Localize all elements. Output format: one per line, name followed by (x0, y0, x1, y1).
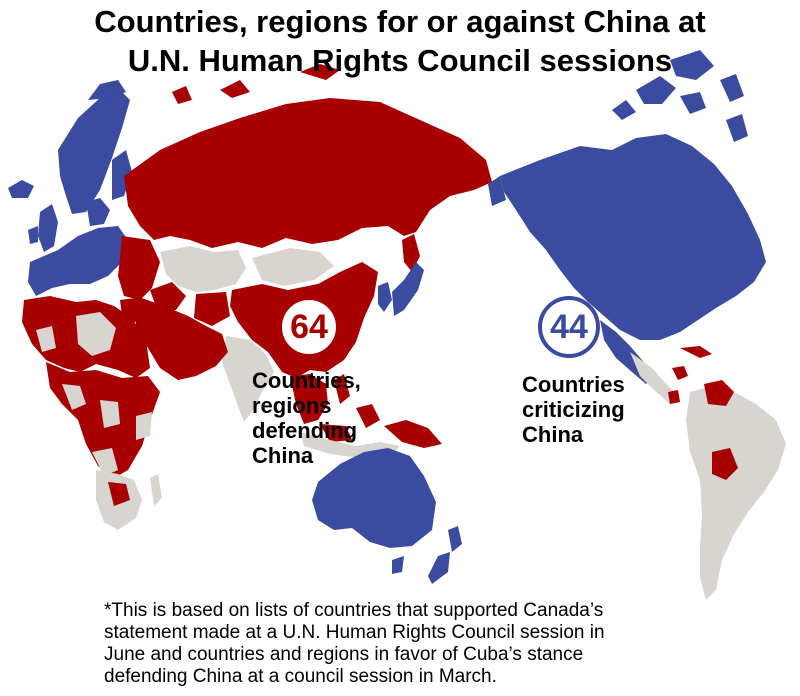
region-mongolia (252, 248, 334, 286)
region-sahara-neutral (36, 312, 116, 356)
criticizing-label-line: criticizing (522, 397, 625, 422)
region-iceland-uk (8, 180, 58, 252)
footnote-line: statement made at a U.N. Human Rights Co… (104, 622, 605, 643)
region-korea-japan (378, 262, 424, 316)
region-south-america (686, 386, 786, 600)
criticizing-label: Countries criticizing China (522, 372, 625, 447)
region-africa-neutral (62, 384, 152, 476)
defending-label-line: China (252, 443, 314, 468)
region-new-zealand (428, 526, 462, 584)
region-venezuela (704, 380, 734, 406)
region-central-america (630, 352, 680, 404)
region-papua (384, 420, 442, 448)
defending-label-line: regions (252, 393, 332, 418)
region-western-europe (28, 198, 128, 296)
criticizing-label-line: China (522, 422, 584, 447)
region-alaska (488, 176, 506, 206)
region-southeast-asia (290, 374, 380, 442)
title-line-2: U.N. Human Rights Council sessions (127, 43, 673, 78)
footnote-line: *This is based on lists of countries tha… (104, 600, 604, 621)
footnote: *This is based on lists of countries tha… (104, 600, 704, 688)
defending-label: Countries, regions defending China (252, 368, 361, 468)
region-russia (124, 64, 492, 272)
region-scandinavia (58, 80, 132, 214)
criticizing-count-badge: 44 (538, 296, 600, 358)
region-kazakhstan (160, 246, 246, 292)
region-australia (312, 448, 436, 574)
defending-label-line: Countries, (252, 368, 361, 393)
region-caribbean (672, 346, 712, 380)
region-nicaragua (668, 390, 680, 404)
title-line-1: Countries, regions for or against China … (94, 4, 706, 39)
map-title: Countries, regions for or against China … (0, 2, 800, 80)
footnote-line: defending China at a council session in … (104, 666, 497, 687)
region-bolivia (712, 448, 738, 480)
region-southern-africa-def (108, 482, 130, 506)
footnote-line: June and countries and regions in favor … (104, 644, 584, 665)
defending-count-badge: 64 (278, 296, 340, 358)
criticizing-label-line: Countries (522, 372, 625, 397)
region-india (222, 336, 274, 422)
defending-label-line: defending (252, 418, 358, 443)
